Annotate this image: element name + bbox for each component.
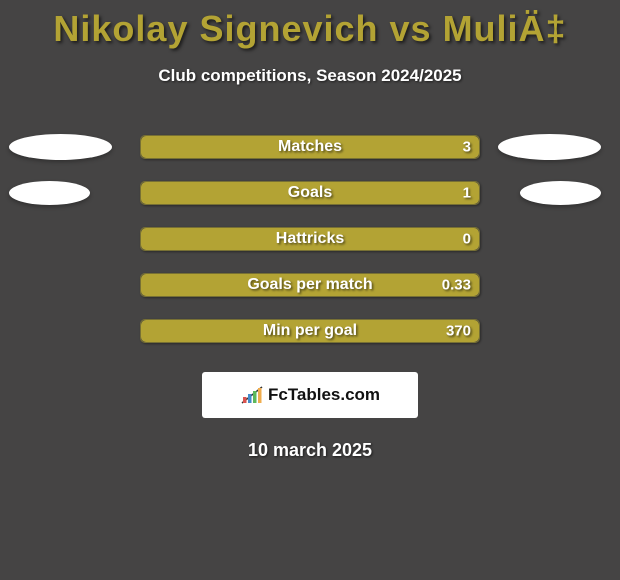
player-left-marker (9, 181, 90, 205)
stat-label: Matches (278, 138, 342, 156)
stat-value-right: 0.33 (442, 277, 471, 294)
stat-label: Hattricks (276, 230, 344, 248)
logo-text: FcTables.com (268, 385, 380, 405)
stat-label: Goals per match (247, 276, 372, 294)
stat-value-right: 370 (446, 323, 471, 340)
stat-row: Goals per match 0.33 (0, 262, 620, 308)
stat-row: Matches 3 (0, 124, 620, 170)
stat-bar-track: Hattricks 0 (140, 227, 480, 251)
page-subtitle: Club competitions, Season 2024/2025 (0, 66, 620, 86)
stat-label: Goals (288, 184, 332, 202)
logo-box: FcTables.com (202, 372, 418, 418)
player-right-marker (498, 134, 601, 160)
stat-bar-track: Min per goal 370 (140, 319, 480, 343)
stat-row: Hattricks 0 (0, 216, 620, 262)
page-title: Nikolay Signevich vs MuliÄ‡ (0, 0, 620, 50)
player-right-marker (520, 181, 601, 205)
stat-row: Goals 1 (0, 170, 620, 216)
stat-value-right: 1 (463, 185, 471, 202)
stats-container: Matches 3 Goals 1 Hattricks 0 Goals per match 0… (0, 124, 620, 354)
stat-value-right: 3 (463, 139, 471, 156)
page-date: 10 march 2025 (0, 440, 620, 461)
stat-value-right: 0 (463, 231, 471, 248)
stat-bar-track: Matches 3 (140, 135, 480, 159)
stat-bar-track: Goals 1 (140, 181, 480, 205)
stat-label: Min per goal (263, 322, 357, 340)
stat-bar-track: Goals per match 0.33 (140, 273, 480, 297)
stat-row: Min per goal 370 (0, 308, 620, 354)
player-left-marker (9, 134, 112, 160)
fctables-logo-icon (240, 385, 264, 405)
